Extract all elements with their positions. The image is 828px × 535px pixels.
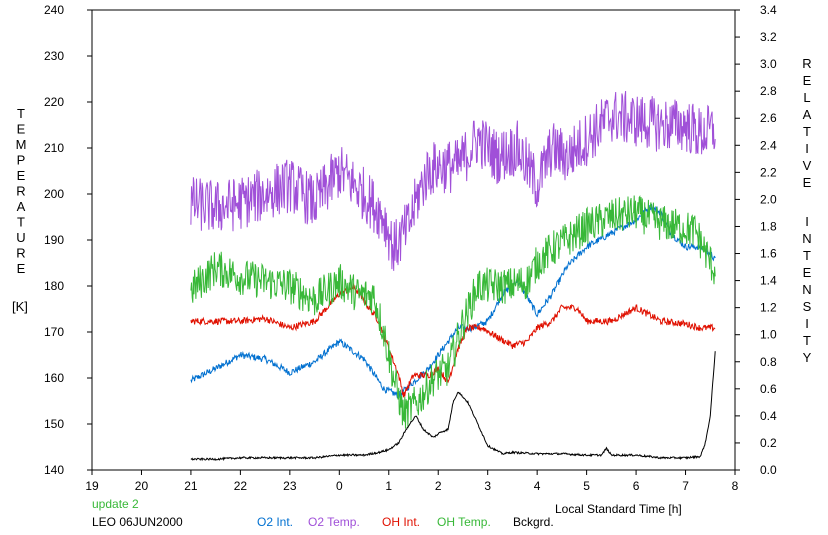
right-axis-letter: N: [802, 282, 811, 297]
left-axis-letter: A: [17, 199, 26, 214]
left-axis-letter: P: [17, 153, 26, 168]
right-tick-label: 1.6: [760, 247, 777, 261]
right-axis-letter: I: [805, 141, 809, 156]
right-tick-label: 1.0: [760, 328, 777, 342]
right-tick-label: 0.4: [760, 409, 777, 423]
x-tick-label: 4: [534, 479, 541, 493]
left-axis-letter: T: [17, 106, 25, 121]
right-axis-letter: E: [803, 175, 812, 190]
right-tick-label: 0.8: [760, 355, 777, 369]
legend-entry: OH Temp.: [437, 515, 491, 529]
x-tick-label: 1: [385, 479, 392, 493]
legend-entry: O2 Int.: [257, 515, 293, 529]
left-tick-label: 230: [44, 49, 64, 63]
right-axis-letter: T: [803, 333, 811, 348]
left-axis-letter: E: [17, 261, 26, 276]
x-tick-label: 23: [283, 479, 297, 493]
series-line-o2-temp: [190, 90, 716, 271]
legend-entry: OH Int.: [382, 515, 420, 529]
right-tick-label: 0.0: [760, 463, 777, 477]
left-tick-label: 190: [44, 233, 64, 247]
x-tick-label: 0: [336, 479, 343, 493]
right-tick-label: 1.8: [760, 219, 777, 233]
right-tick-label: 3.2: [760, 30, 777, 44]
right-tick-label: 1.2: [760, 301, 777, 315]
left-tick-label: 200: [44, 187, 64, 201]
legend-entry: Bckgrd.: [513, 515, 554, 529]
series-line-oh-int: [190, 283, 716, 398]
x-axis-ticks: 19 20 21 22 23 0 1 2 3 4 5 6 7 8: [85, 470, 739, 493]
left-tick-label: 210: [44, 141, 64, 155]
left-axis-letter: R: [16, 246, 25, 261]
series-line-o2-int: [190, 203, 716, 400]
right-axis-ticks: 0.0 0.2 0.4 0.6 0.8 1.0 1.2 1.4 1.6 1.8 2.0 2.2 2.4 2…: [735, 3, 777, 477]
right-axis-letter: N: [802, 231, 811, 246]
right-tick-label: 1.4: [760, 274, 777, 288]
right-axis-letter: S: [803, 299, 812, 314]
series-group: [190, 90, 716, 462]
x-tick-label: 2: [435, 479, 442, 493]
left-tick-label: 240: [44, 3, 64, 17]
left-tick-label: 160: [44, 371, 64, 385]
series-line-oh-temp: [190, 195, 716, 429]
right-axis-letter: T: [803, 248, 811, 263]
left-axis-letter: E: [17, 168, 26, 183]
right-axis-letter: I: [805, 316, 809, 331]
x-tick-label: 7: [682, 479, 689, 493]
left-axis-letter: E: [17, 122, 26, 137]
right-tick-label: 0.6: [760, 382, 777, 396]
right-tick-label: 2.4: [760, 138, 777, 152]
x-tick-label: 19: [85, 479, 99, 493]
x-tick-label: 8: [732, 479, 739, 493]
right-axis-letter: Y: [803, 350, 812, 365]
right-tick-label: 3.0: [760, 57, 777, 71]
left-axis-letter: M: [16, 137, 27, 152]
update-note: update 2: [92, 497, 139, 511]
right-axis-letter: I: [805, 214, 809, 229]
left-tick-label: 170: [44, 325, 64, 339]
right-axis-letter: A: [803, 107, 812, 122]
left-axis-ticks: 140 150 160 170 180 190 200 210 220 230 240: [44, 3, 92, 477]
left-axis-unit: [K]: [12, 299, 28, 314]
station-date: LEO 06JUN2000: [92, 515, 183, 529]
x-tick-label: 5: [583, 479, 590, 493]
right-axis-letter: V: [803, 158, 812, 173]
x-tick-label: 22: [234, 479, 248, 493]
right-tick-label: 2.0: [760, 192, 777, 206]
x-tick-label: 3: [484, 479, 491, 493]
legend-entry: O2 Temp.: [308, 515, 360, 529]
left-axis-letter: R: [16, 184, 25, 199]
right-tick-label: 2.2: [760, 165, 777, 179]
x-tick-label: 21: [184, 479, 198, 493]
x-tick-label: 6: [633, 479, 640, 493]
left-tick-label: 150: [44, 417, 64, 431]
x-axis-label: Local Standard Time [h]: [555, 502, 682, 516]
left-axis-letter: T: [17, 215, 25, 230]
legend: O2 Int. O2 Temp. OH Int. OH Temp. Bckgrd.: [257, 515, 554, 529]
series-line-bckgrd: [190, 351, 716, 462]
right-tick-label: 2.6: [760, 111, 777, 125]
x-tick-label: 20: [135, 479, 149, 493]
right-axis-letter: T: [803, 124, 811, 139]
left-tick-label: 140: [44, 463, 64, 477]
right-tick-label: 3.4: [760, 3, 777, 17]
right-axis-letter: L: [803, 90, 810, 105]
left-tick-label: 220: [44, 95, 64, 109]
right-axis-letter: R: [802, 56, 811, 71]
left-tick-label: 180: [44, 279, 64, 293]
right-tick-label: 0.2: [760, 436, 777, 450]
right-axis-letter: E: [803, 73, 812, 88]
right-tick-label: 2.8: [760, 84, 777, 98]
right-axis-letter: E: [803, 265, 812, 280]
left-axis-letter: U: [16, 230, 25, 245]
